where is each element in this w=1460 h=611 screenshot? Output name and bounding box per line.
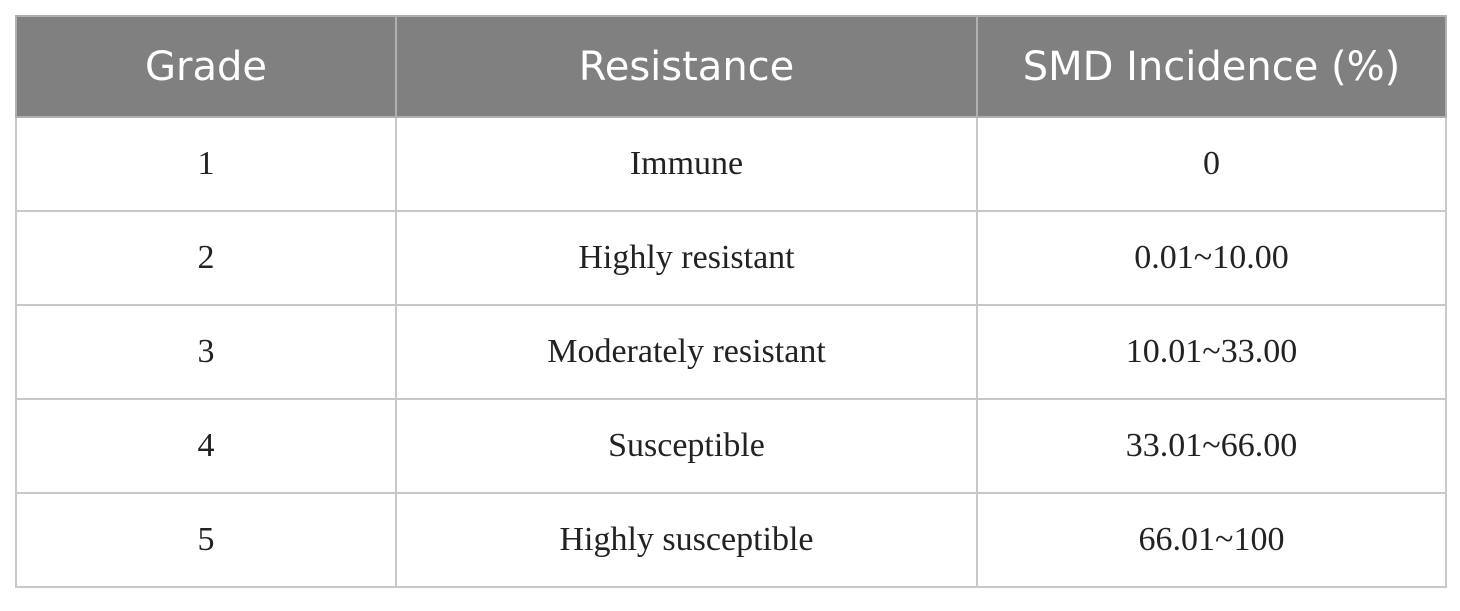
table-cell: 4 — [15, 398, 397, 494]
table-cell: 3 — [15, 304, 397, 400]
header-row: Grade Resistance SMD Incidence (%) — [15, 15, 1447, 118]
table-cell: Highly susceptible — [395, 492, 978, 588]
table-row: 2 Highly resistant 0.01~10.00 — [15, 210, 1447, 306]
table-cell: 10.01~33.00 — [976, 304, 1447, 400]
table-cell: 0 — [976, 116, 1447, 212]
table-cell: 33.01~66.00 — [976, 398, 1447, 494]
table-cell: Highly resistant — [395, 210, 978, 306]
table-cell: Susceptible — [395, 398, 978, 494]
table-cell: 0.01~10.00 — [976, 210, 1447, 306]
table-cell: 2 — [15, 210, 397, 306]
table-row: 4 Susceptible 33.01~66.00 — [15, 398, 1447, 494]
header-cell: Resistance — [395, 15, 978, 118]
table-cell: 66.01~100 — [976, 492, 1447, 588]
header-cell: Grade — [15, 15, 397, 118]
data-table: Grade Resistance SMD Incidence (%) 1 Immune… — [15, 15, 1447, 588]
table-body: 1 Immune 0 2 Highly resistant 0.01~10.00 3 Mode… — [15, 116, 1447, 588]
table-row: 3 Moderately resistant 10.01~33.00 — [15, 304, 1447, 400]
header-cell: SMD Incidence (%) — [976, 15, 1447, 118]
table-row: 5 Highly susceptible 66.01~100 — [15, 492, 1447, 588]
table-cell: 1 — [15, 116, 397, 212]
table-cell: Moderately resistant — [395, 304, 978, 400]
table-row: 1 Immune 0 — [15, 116, 1447, 212]
table-cell: 5 — [15, 492, 397, 588]
table-cell: Immune — [395, 116, 978, 212]
